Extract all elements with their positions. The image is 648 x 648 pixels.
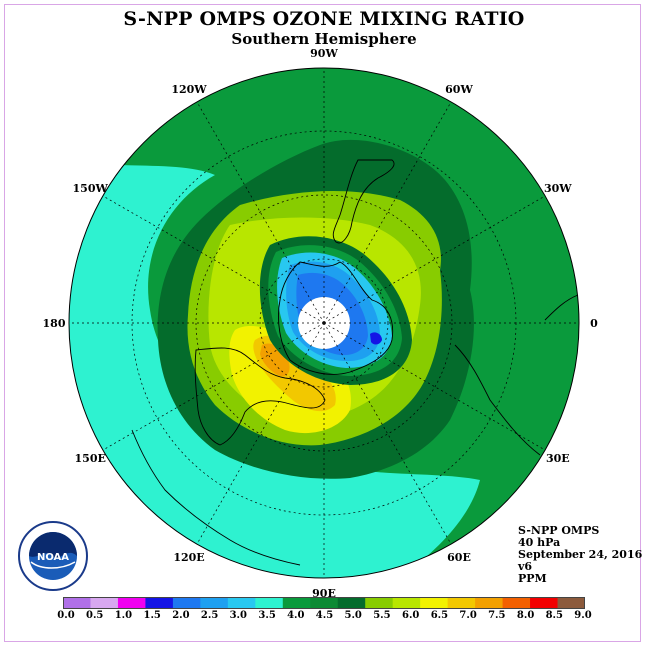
graticule	[69, 68, 579, 578]
lon-label: 180	[43, 317, 66, 330]
lon-label: 60W	[445, 83, 473, 96]
colorbar-segment	[392, 597, 421, 609]
colorbar-segment	[63, 597, 91, 609]
info-version: v6	[518, 560, 533, 573]
colorbar-tick-label: 3.5	[258, 610, 276, 621]
colorbar-segment	[557, 597, 585, 609]
colorbar-segment	[117, 597, 146, 609]
colorbar-tick-label: 5.0	[344, 610, 362, 621]
colorbar-segment	[530, 597, 559, 609]
colorbar-segment	[255, 597, 284, 609]
colorbar-segment	[282, 597, 311, 609]
lon-label: 90W	[310, 47, 338, 60]
image-frame	[4, 4, 641, 642]
lon-label: 120E	[173, 551, 204, 564]
lon-label: 30W	[544, 182, 572, 195]
colorbar-tick-label: 7.0	[459, 610, 477, 621]
colorbar-tick-label: 6.0	[401, 610, 420, 621]
lon-label: 90E	[312, 587, 336, 600]
field-band-1-5	[370, 332, 382, 345]
info-block: S-NPP OMPS 40 hPa September 24, 2016 v6 …	[518, 525, 642, 585]
colorbar-tick-label: 4.0	[287, 610, 305, 621]
colorbar-segment	[447, 597, 476, 609]
colorbar-tick-label: 1.0	[114, 610, 133, 621]
colorbar-segment	[365, 597, 394, 609]
noaa-logo-icon: NOAA	[18, 521, 88, 591]
logo-text: NOAA	[37, 552, 69, 563]
lon-label: 120W	[171, 83, 207, 96]
info-level: 40 hPa	[518, 536, 561, 549]
lon-label: 150E	[75, 452, 106, 465]
info-instrument: S-NPP OMPS	[518, 524, 600, 537]
longitude-labels: 90W 60W 30W 0 30E 60E 90E 120E 150E 180 150W 120W	[43, 47, 599, 600]
colorbar-tick-label: 4.5	[315, 610, 334, 621]
colorbar-segment	[475, 597, 504, 609]
info-date: September 24, 2016	[518, 548, 643, 561]
map-subtitle: Southern Hemisphere	[231, 30, 417, 48]
colorbar-segment	[502, 597, 531, 609]
lon-label: 150W	[73, 182, 109, 195]
colorbar-tick-label: 6.5	[430, 610, 449, 621]
colorbar-tick-label: 3.0	[229, 610, 247, 621]
colorbar-tick-label: 7.5	[488, 610, 506, 621]
colorbar-tick-label: 1.5	[143, 610, 161, 621]
colorbar-tick-label: 2.0	[172, 610, 190, 621]
map-title: S-NPP OMPS OZONE MIXING RATIO	[123, 8, 525, 30]
colorbar-tick-label: 8.5	[545, 610, 563, 621]
colorbar-segment	[420, 597, 449, 609]
lon-label: 60E	[447, 551, 471, 564]
colorbar-border	[63, 597, 585, 609]
colorbar-tick-label: 2.5	[200, 610, 219, 621]
lon-label: 0	[590, 317, 598, 330]
colorbar-segment	[227, 597, 256, 609]
colorbar-segment	[200, 597, 229, 609]
colorbar-segment	[337, 597, 366, 609]
colorbar-tick-label: 0.0	[57, 610, 75, 621]
colorbar-tick-label: 8.0	[516, 610, 535, 621]
ozone-field	[69, 68, 579, 578]
lon-label: 30E	[546, 452, 570, 465]
field-band-3-5	[69, 160, 480, 578]
colorbar-segment	[310, 597, 339, 609]
colorbar-segment	[145, 597, 174, 609]
colorbar-segment	[172, 597, 201, 609]
colorbar-tick-label: 0.5	[85, 610, 104, 621]
colorbar	[63, 597, 585, 609]
colorbar-tick-label: 5.5	[373, 610, 391, 621]
colorbar-ticks: 0.0 0.5 1.0 1.5 2.0 2.5 3.0 3.5 4.0 4.5 5.0 5.5 6.0 6…	[0, 610, 648, 624]
info-units: PPM	[518, 572, 547, 585]
coastlines	[131, 159, 579, 566]
colorbar-tick-label: 9.0	[574, 610, 592, 621]
map-boundary	[68, 67, 580, 579]
colorbar-segment	[90, 597, 119, 609]
